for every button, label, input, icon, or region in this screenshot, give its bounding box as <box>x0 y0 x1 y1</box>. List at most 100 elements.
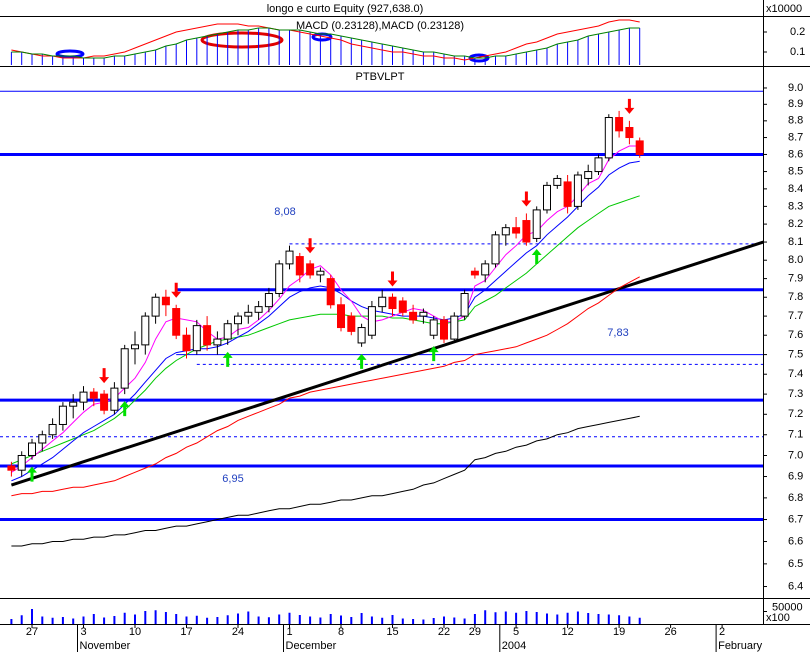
candle-body <box>532 209 541 239</box>
volume-bar <box>319 617 322 624</box>
y-tick-label: 8.6 <box>788 148 803 160</box>
candle-body <box>295 256 304 276</box>
volume-bar <box>484 610 487 624</box>
y-tick-label: 8.3 <box>788 200 803 212</box>
volume-bar <box>175 614 178 624</box>
volume-bar <box>422 619 425 624</box>
volume-bar <box>144 611 147 624</box>
candle-body <box>316 270 325 276</box>
buy-arrow <box>27 466 37 482</box>
x-tick-label: 24 <box>232 626 244 638</box>
month-label: 2004 <box>502 640 526 652</box>
month-label: February <box>718 640 763 652</box>
volume-bar <box>443 616 445 624</box>
sell-arrow <box>521 191 532 207</box>
candle-body <box>223 323 232 340</box>
y-tick-label: 7.6 <box>788 329 803 341</box>
candle-body <box>563 181 572 207</box>
equity-label: longo e curto Equity (927,638.0) <box>267 3 424 15</box>
volume-bar <box>72 618 75 624</box>
highlight <box>200 31 284 49</box>
annotation: 8,08 <box>274 206 295 218</box>
volume-bar <box>412 619 415 624</box>
x-tick-label: 12 <box>561 626 573 638</box>
volume-bar <box>401 618 404 624</box>
x-tick-label: 10 <box>129 626 141 638</box>
x-tick-label: 5 <box>513 626 519 638</box>
moving-average <box>11 160 640 482</box>
x-tick-label: 3 <box>80 626 86 638</box>
candle-body <box>110 387 119 411</box>
candle-body <box>79 391 88 403</box>
candle-body <box>522 220 531 243</box>
volume-bar <box>360 613 363 624</box>
volume-bar <box>216 617 219 624</box>
candle-body <box>69 401 78 407</box>
candle-body <box>48 423 57 436</box>
volume-bar <box>525 611 528 624</box>
x-tick-label: 27 <box>26 626 38 638</box>
candle-body <box>512 227 521 234</box>
candle-body <box>89 391 98 399</box>
volume-bar <box>10 619 13 624</box>
x-tick-label: 26 <box>664 626 676 638</box>
volume-bar <box>185 616 188 624</box>
y-tick-label: 7.4 <box>788 368 803 380</box>
candle-body <box>460 292 469 317</box>
candle-body <box>440 319 448 340</box>
candle-body <box>203 325 212 346</box>
y-tick-label: 7.1 <box>788 429 803 441</box>
candle-body <box>285 250 294 265</box>
candle-body <box>357 327 366 344</box>
y-tick-label: 0.2 <box>790 26 805 38</box>
y-tick-label: 8.8 <box>788 115 803 127</box>
candle-body <box>470 270 479 276</box>
y-tick-label: 7.8 <box>788 291 803 303</box>
volume-bar <box>278 614 281 624</box>
volume-bar <box>113 616 116 624</box>
x-tick-label: 29 <box>469 626 481 638</box>
candle-body <box>450 315 459 340</box>
candle-body <box>409 311 418 321</box>
volume-bar <box>350 617 353 624</box>
y-tick-label: 6.7 <box>788 513 803 525</box>
candle-body <box>584 171 593 179</box>
candle-body <box>615 117 624 132</box>
volume-bar <box>309 616 312 624</box>
macd-signal <box>11 27 640 59</box>
candle-body <box>234 315 242 325</box>
candle-body <box>398 300 407 313</box>
volume-bar <box>556 614 559 624</box>
candle-body <box>481 263 490 276</box>
candle-body <box>264 292 273 308</box>
volume-bar <box>453 617 456 624</box>
x-tick-label: 17 <box>180 626 192 638</box>
volume-bar <box>103 617 106 624</box>
volume-bar <box>515 612 518 624</box>
candle-body <box>244 311 253 317</box>
candle-body <box>543 184 551 211</box>
candle-body <box>501 227 510 236</box>
candle-body <box>347 315 356 332</box>
x-tick-label: 15 <box>386 626 398 638</box>
y-tick-label: 50000 <box>772 601 803 613</box>
volume-bar <box>340 615 342 624</box>
highlight <box>55 49 85 59</box>
volume-bar <box>288 612 291 624</box>
x-tick-label: 2 <box>719 626 725 638</box>
sell-arrow <box>305 238 316 254</box>
buy-arrow <box>119 401 130 417</box>
y-tick-label: 8.7 <box>788 131 803 143</box>
candle-body <box>161 296 170 306</box>
candle-body <box>192 325 201 352</box>
volume-bar <box>92 614 95 624</box>
x-tick-label: 22 <box>438 626 450 638</box>
volume-bar <box>51 617 54 624</box>
sell-arrow <box>99 368 110 384</box>
candle-body <box>419 311 428 317</box>
volume-bar <box>638 617 641 624</box>
volume-multiplier: x100 <box>766 612 790 624</box>
volume-bar <box>494 612 497 624</box>
volume-bar <box>535 612 538 624</box>
sell-arrow <box>624 98 635 114</box>
